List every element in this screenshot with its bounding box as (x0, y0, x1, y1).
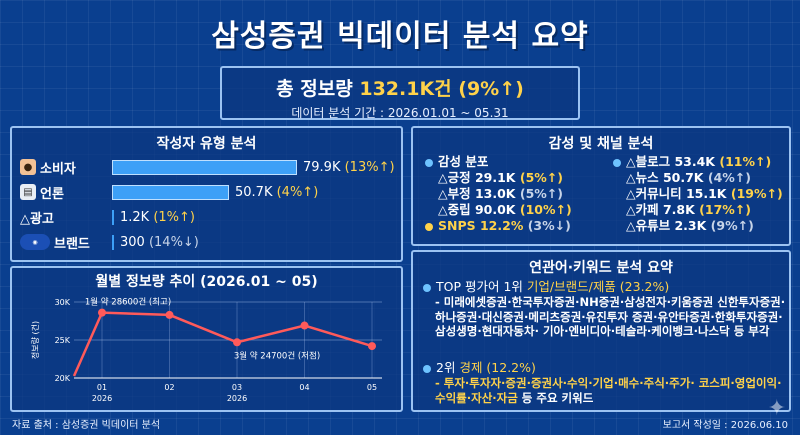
top1-value: 기업/브랜드/제품 (23.2%) (526, 279, 670, 294)
writer-label-text: 소비자 (40, 161, 76, 177)
data-point (368, 342, 376, 351)
bullet-icon (423, 283, 431, 292)
header: 삼성증권 빅데이터 분석 요약 (0, 6, 800, 60)
top1-line: TOP 평가어 1위 기업/브랜드/제품 (23.2%) (423, 279, 669, 294)
x-tick-label: 04 (299, 383, 309, 392)
writer-bar (112, 209, 114, 225)
data-point (233, 338, 241, 347)
data-point (300, 321, 309, 330)
writer-label-text: 언론 (40, 186, 64, 202)
chart-title: 월별 정보량 추이 (2026.01 ~ 05) (95, 274, 318, 290)
y-tick-label: 30K (55, 298, 71, 307)
bullet-icon (423, 364, 431, 373)
top2-line: 2위 경제 (12.2%) (423, 360, 536, 375)
sentiment-title: 감성 및 채널 분석 (548, 136, 654, 152)
top2-prefix: 2위 (436, 360, 460, 375)
user-icon: ● (20, 159, 36, 175)
top1-list: - 미래에셋증권·한국투자증권·NH증권·삼성전자·키움증권 신한투자증권·하나… (435, 295, 786, 338)
sentiment-item: △중립 90.0K (10%↑) (438, 202, 572, 217)
sentiment-item: 감성 분포 (425, 154, 572, 170)
y-tick-label: 25K (55, 336, 71, 345)
top2-suffix: 등 주요 키워드 (517, 390, 594, 405)
writer-label: ◉ 브랜드 (20, 233, 112, 252)
writer-label-text: 브랜드 (54, 236, 90, 252)
x-tick-label: 05 (367, 383, 377, 392)
writer-value: 79.9K (13%↑) (303, 159, 395, 175)
sentiment-item: △뉴스 50.7K (4%↑) (626, 170, 751, 185)
total-volume: 총 정보량 132.1K건 (9%↑) (222, 74, 578, 101)
sentiment-item: △블로그 53.4K (11%↑) (613, 154, 783, 170)
top2-value: 경제 (12.2%) (459, 360, 536, 375)
sentiment-item: SNPS 12.2% (3%↓) (425, 218, 572, 234)
x-tick-label: 01 (97, 383, 107, 392)
writer-type-panel: 작성자 유형 분석 ● 소비자 79.9K (13%↑) ▤ 언론 50.7K (4%↑)… (10, 126, 403, 262)
keyword-panel: 연관어·키워드 분석 요약 TOP 평가어 1위 기업/브랜드/제품 (23.2… (411, 250, 791, 412)
channel-distribution: △블로그 53.4K (11%↑) △뉴스 50.7K (4%↑) △커뮤니티 15… (613, 154, 783, 234)
sentiment-channel-panel: 감성 및 채널 분석 감성 분포 △긍정 29.1K (5%↑) △부정 13.0K… (411, 126, 791, 246)
page-title: 삼성증권 빅데이터 분석 요약 (211, 19, 589, 54)
series-line (72, 311, 373, 377)
writer-row: △광고 1.2K (1%↑) (20, 208, 196, 227)
top2-list: - 투자·투자자·증권·증권사·수익·기업·매수·주식·주가· 코스피·영업이익… (435, 376, 787, 405)
sentiment-item: △커뮤니티 15.1K (19%↑) (626, 186, 783, 201)
writer-bar (112, 184, 229, 200)
sentiment-item: △부정 13.0K (5%↑) (438, 186, 563, 201)
data-point (165, 310, 174, 319)
footer-date: 보고서 작성일 : 2026.06.10 (662, 420, 788, 431)
annotation-label: 1월 약 28600건 (최고) (85, 297, 171, 308)
newspaper-icon: ▤ (20, 184, 36, 200)
summary-panel: 총 정보량 132.1K건 (9%↑) 데이터 분석 기간 : 2026.01.… (220, 66, 580, 120)
writer-row: ▤ 언론 50.7K (4%↑) (20, 183, 319, 202)
analysis-period: 데이터 분석 기간 : 2026.01.01 ~ 05.31 (291, 106, 509, 120)
writer-label-text: △광고 (20, 211, 54, 227)
monthly-trend-panel: 월별 정보량 추이 (2026.01 ~ 05) 30K 25K 20K 정보량 (건… (10, 266, 403, 412)
top1-prefix: TOP 평가어 1위 (436, 279, 527, 294)
y-axis-label: 정보량 (건) (30, 321, 40, 359)
writer-label: ▤ 언론 (20, 183, 112, 202)
footer-source: 자료 출처 : 삼성증권 빅데이터 분석 (12, 420, 161, 431)
keyword-title: 연관어·키워드 분석 요약 (529, 260, 673, 276)
sentiment-item: △유튜브 2.3K (9%↑) (626, 218, 754, 233)
writer-type-title: 작성자 유형 분석 (156, 136, 257, 152)
top2-keywords: - 투자·투자자·증권·증권사·수익·기업·매수·주식·주가· 코스피·영업이익… (435, 376, 782, 405)
writer-value: 1.2K (1%↑) (120, 209, 196, 225)
writer-bar (112, 234, 114, 250)
writer-value: 300 (14%↓) (120, 234, 199, 250)
bullet-icon (613, 158, 621, 167)
annotation-label: 3월 약 24700건 (저점) (234, 350, 320, 361)
bullet-icon (425, 222, 433, 231)
x-tick-label: 03 (232, 383, 242, 392)
writer-bar (112, 159, 297, 175)
writer-label: ● 소비자 (20, 158, 112, 177)
bullet-icon (425, 158, 433, 167)
x-tick-label: 02 (164, 383, 174, 392)
total-volume-value: 132.1K건 (9%↑) (359, 78, 524, 100)
x-tick-sublabel: 2026 (92, 394, 112, 403)
writer-label: △광고 (20, 208, 112, 227)
writer-value: 50.7K (4%↑) (235, 184, 319, 200)
sentiment-item: △긍정 29.1K (5%↑) (438, 170, 563, 185)
sparkle-icon: ✦ (767, 396, 786, 421)
sentiment-item: △카페 7.8K (17%↑) (626, 202, 751, 217)
writer-row: ● 소비자 79.9K (13%↑) (20, 158, 395, 177)
samsung-logo-icon: ◉ (20, 234, 50, 250)
writer-row: ◉ 브랜드 300 (14%↓) (20, 233, 199, 252)
y-tick-label: 20K (55, 374, 71, 383)
sentiment-distribution: 감성 분포 △긍정 29.1K (5%↑) △부정 13.0K (5%↑) △중립 9… (425, 154, 572, 234)
total-volume-label: 총 정보량 (276, 78, 353, 100)
monthly-trend-chart: 30K 25K 20K 정보량 (건) 01 2026 02 03 2026 04 05 1월 약 2… (30, 297, 382, 403)
x-tick-sublabel: 2026 (227, 394, 247, 403)
data-point (98, 308, 106, 317)
